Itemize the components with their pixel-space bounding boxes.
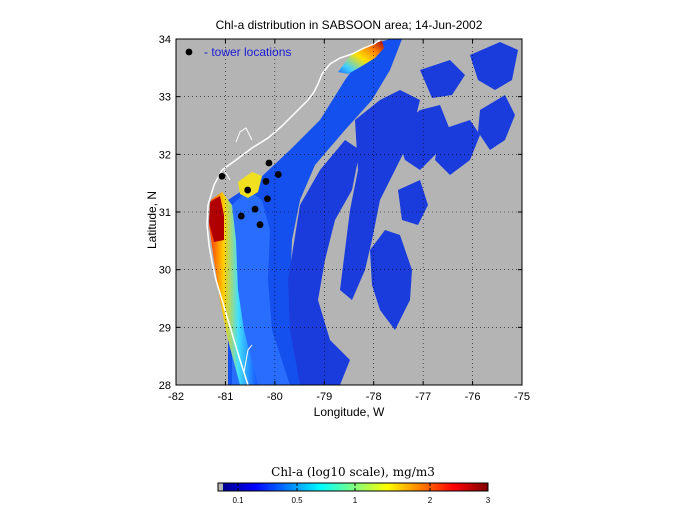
colorbar-tick-label: 0.5	[291, 496, 303, 505]
coastline-inner	[223, 127, 253, 373]
y-tick-label: 33	[159, 92, 171, 104]
y-tick-label: 32	[159, 149, 171, 161]
grid	[176, 39, 522, 385]
y-tick-label: 28	[159, 380, 171, 392]
colorbar-title: Chl-a (log10 scale), mg/m3	[271, 465, 435, 479]
legend-label: - tower locations	[204, 45, 292, 59]
y-tick-label: 31	[159, 207, 171, 219]
x-axis: -82 -81 -80 -79 -78 -77 -76 -75	[168, 39, 530, 403]
offshore-water-9	[398, 180, 428, 225]
offshore-water-6	[478, 95, 515, 150]
chlorophyll-field	[209, 39, 518, 385]
colorbar-gradient	[223, 483, 488, 491]
tower-marker	[251, 205, 259, 213]
tower-marker	[218, 172, 226, 180]
colorbar-outofrange-cell	[218, 483, 223, 491]
offshore-water-8	[420, 60, 465, 98]
x-tick-label: -77	[415, 391, 431, 403]
mid-shelf-band	[232, 190, 290, 385]
offshore-water-3	[370, 230, 412, 330]
x-tick-label: -82	[168, 391, 184, 403]
y-tick-label: 30	[159, 265, 171, 277]
x-tick-label: -79	[316, 391, 332, 403]
colorbar-frame	[217, 482, 489, 492]
tower-marker	[244, 186, 252, 194]
tower-marker	[262, 178, 270, 185]
offshore-water-1	[288, 140, 360, 385]
x-tick-label: -78	[366, 391, 382, 403]
x-tick-label: -75	[514, 391, 530, 403]
y-axis: 34 33 32 31 30 29 28	[159, 34, 522, 392]
colorbar-tick-label: 2	[428, 496, 433, 505]
map-title: Chl-a distribution in SABSOON area; 14-J…	[215, 18, 483, 32]
colorbar-ticks: 0.1 0.5 1 2 3	[232, 483, 491, 505]
colorbar-tick-label: 0.1	[232, 496, 244, 505]
x-axis-label: Longitude, W	[313, 405, 385, 419]
offshore-water-5	[435, 120, 480, 175]
y-tick-label: 29	[159, 322, 171, 334]
x-tick-label: -81	[217, 391, 233, 403]
tower-markers	[218, 159, 282, 229]
tower-marker	[264, 195, 271, 203]
tower-marker	[237, 212, 245, 220]
colorbar: 0.1 0.5 1 2 3	[217, 482, 491, 505]
tower-marker	[256, 221, 264, 229]
nearshore-max-chl	[209, 196, 224, 242]
y-tick-label: 34	[159, 34, 171, 46]
x-tick-label: -80	[267, 391, 283, 403]
tower-area-patch	[238, 172, 262, 198]
coastline	[206, 39, 381, 385]
tower-marker	[274, 171, 282, 178]
colorbar-tick-label: 3	[486, 496, 491, 505]
north-high-chl	[338, 41, 384, 74]
y-axis-label: Latitude, N	[145, 190, 159, 250]
legend-marker	[185, 48, 193, 56]
x-tick-label: -76	[465, 391, 481, 403]
offshore-water-7	[470, 42, 518, 90]
shelf-water	[228, 39, 402, 385]
tower-marker	[265, 159, 273, 167]
colorbar-tick-label: 1	[353, 496, 358, 505]
